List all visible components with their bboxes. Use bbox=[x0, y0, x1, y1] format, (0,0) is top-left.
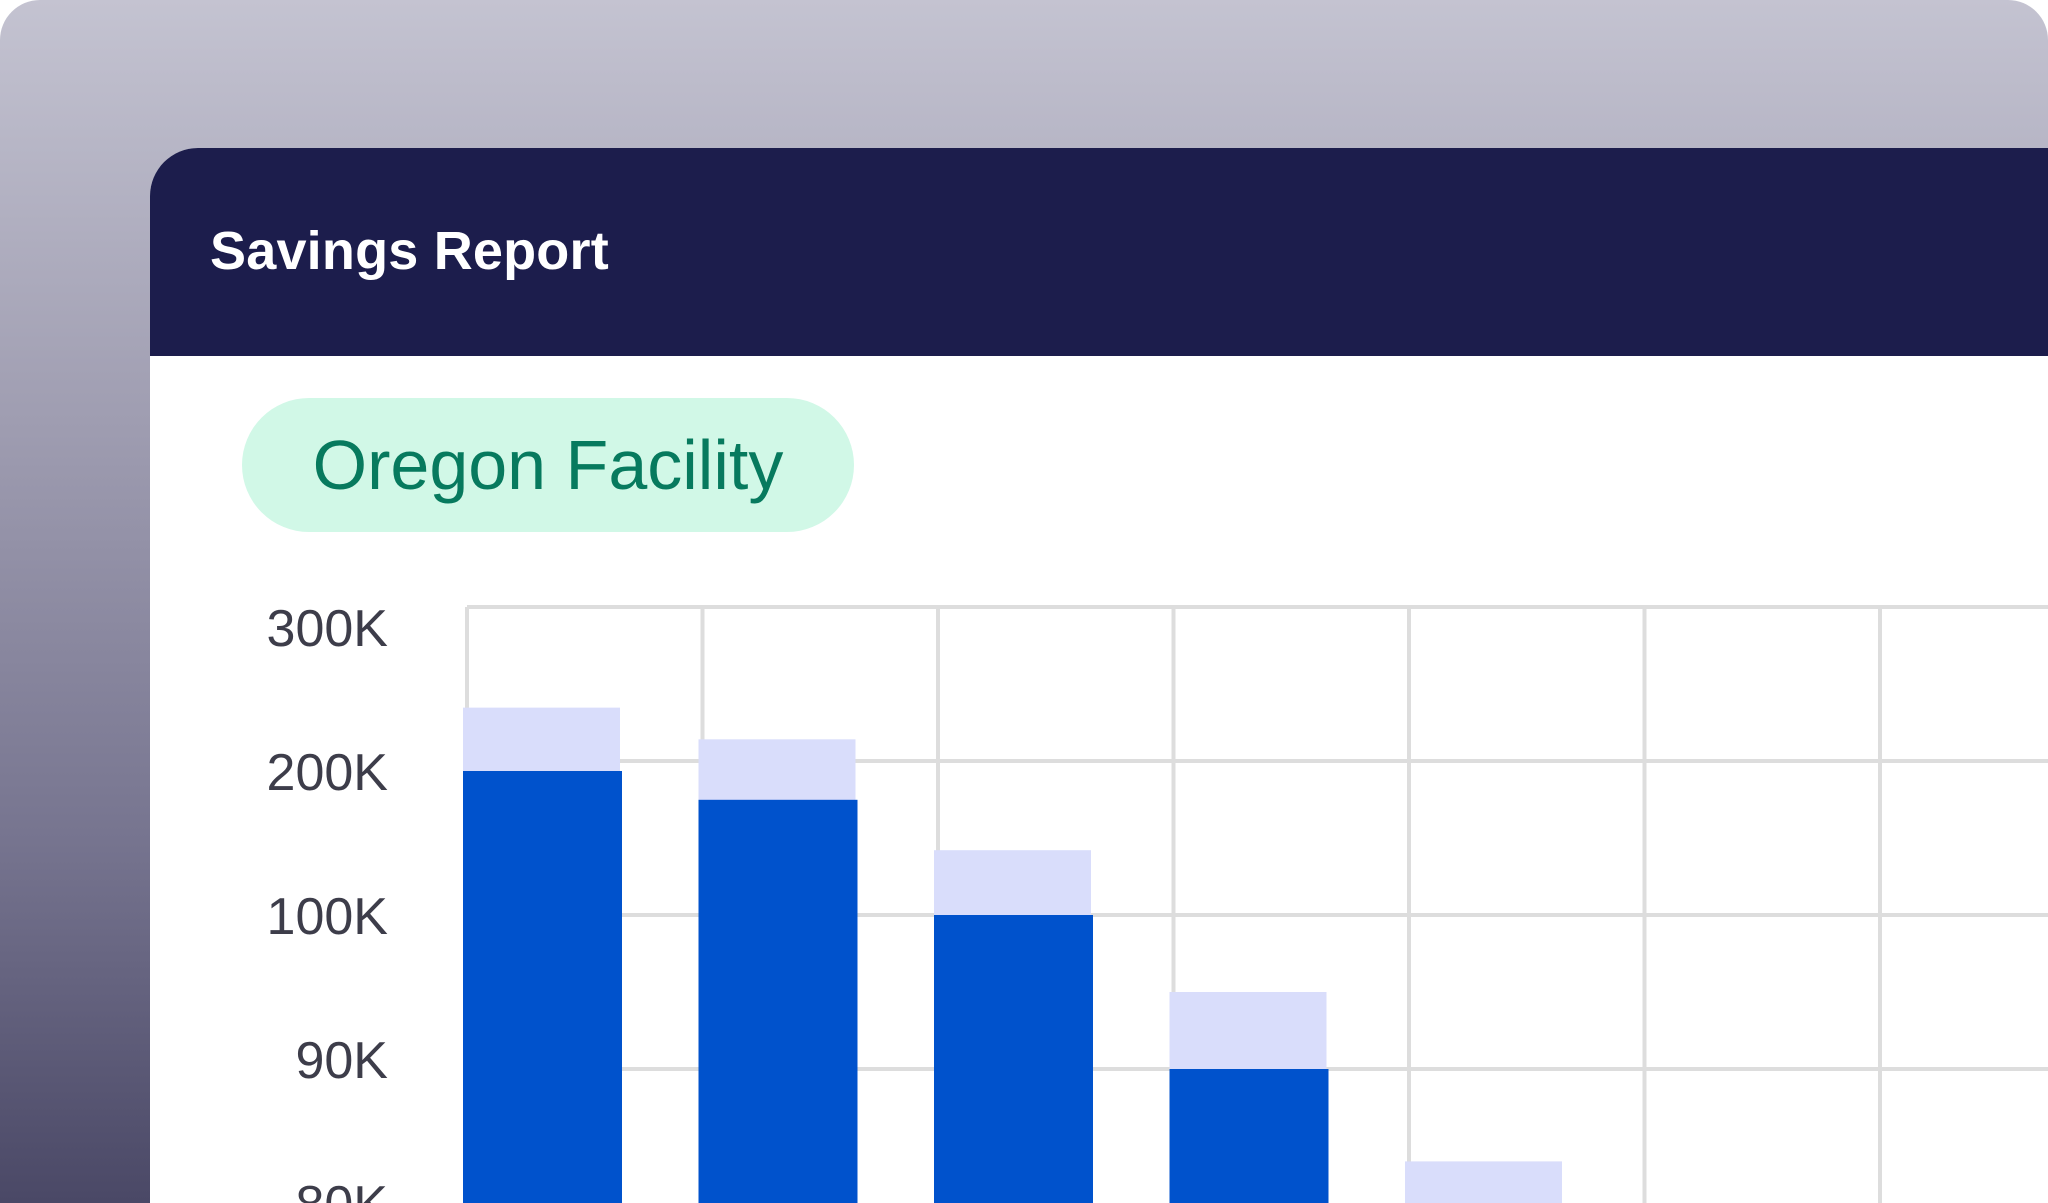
savings-bar-chart: 300K 200K 100K 90K 80K bbox=[267, 600, 2048, 1203]
facility-label: Oregon Facility bbox=[312, 426, 784, 504]
bar-primary bbox=[934, 915, 1093, 1203]
y-tick-label: 200K bbox=[267, 744, 389, 802]
facility-badge[interactable]: Oregon Facility bbox=[242, 398, 854, 532]
y-tick-label: 100K bbox=[267, 888, 389, 946]
page-title: Savings Report bbox=[210, 221, 609, 281]
savings-report-card: Savings Report Oregon Facility 300K 200K 1… bbox=[150, 148, 2048, 1203]
bar-primary bbox=[698, 799, 858, 1203]
y-tick-label: 90K bbox=[295, 1032, 388, 1090]
y-tick-label: 80K bbox=[295, 1176, 388, 1203]
bar-primary bbox=[1169, 1069, 1329, 1203]
y-tick-label: 300K bbox=[267, 600, 389, 658]
card-header: Savings Report bbox=[150, 148, 2048, 356]
bar-secondary bbox=[1405, 1161, 1562, 1203]
bar-primary bbox=[463, 771, 622, 1203]
